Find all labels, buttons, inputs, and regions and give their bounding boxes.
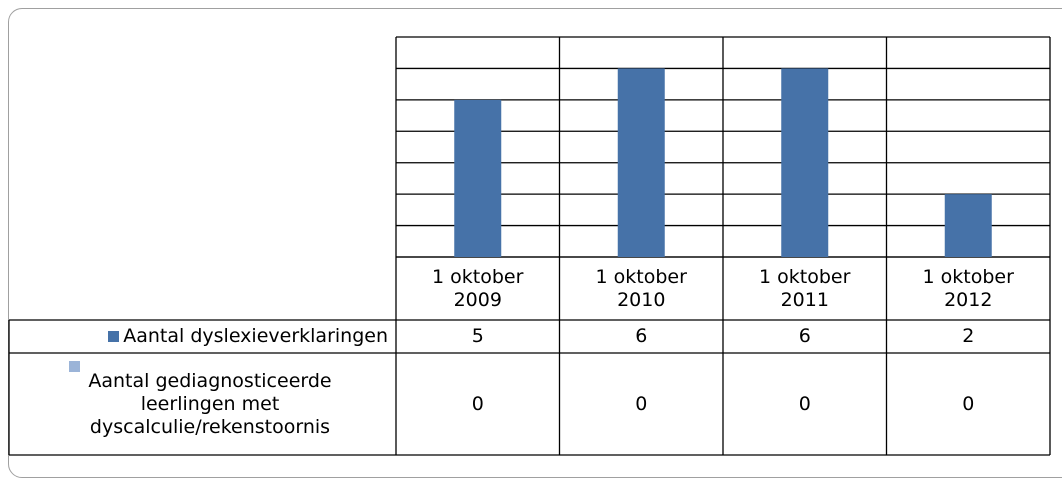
x-tick-label: 1 oktober 2010 (595, 265, 687, 311)
data-table-value: 0 (798, 392, 811, 415)
data-table-value: 0 (962, 392, 975, 415)
data-table-value: 0 (471, 392, 484, 415)
legend-label: Aantal dyslexieverklaringen (123, 325, 388, 347)
bar (617, 68, 665, 257)
x-tick-label: 1 oktober 2011 (759, 265, 851, 311)
bar (781, 68, 829, 257)
legend-label: Aantal gediagnosticeerde leerlingen met … (88, 369, 332, 438)
bar (944, 194, 992, 257)
legend-key (69, 361, 80, 372)
x-tick-label: 1 oktober 2012 (922, 265, 1014, 311)
data-table-value: 6 (798, 325, 811, 347)
chart: 1 oktober 2009 5 0 1 oktober 2010 6 0 1 oktobe… (8, 8, 1062, 478)
legend-entry: Aantal dyslexieverklaringen (9, 320, 396, 353)
plot (8, 36, 1051, 456)
legend-entry: Aantal gediagnosticeerde leerlingen met … (9, 353, 396, 455)
data-table-value: 5 (471, 325, 484, 347)
x-tick-label: 1 oktober 2009 (432, 265, 524, 311)
data-table-value: 2 (962, 325, 975, 347)
bar (454, 99, 502, 257)
legend-key (108, 331, 120, 342)
data-table-value: 0 (635, 392, 648, 415)
data-table-value: 6 (635, 325, 648, 347)
